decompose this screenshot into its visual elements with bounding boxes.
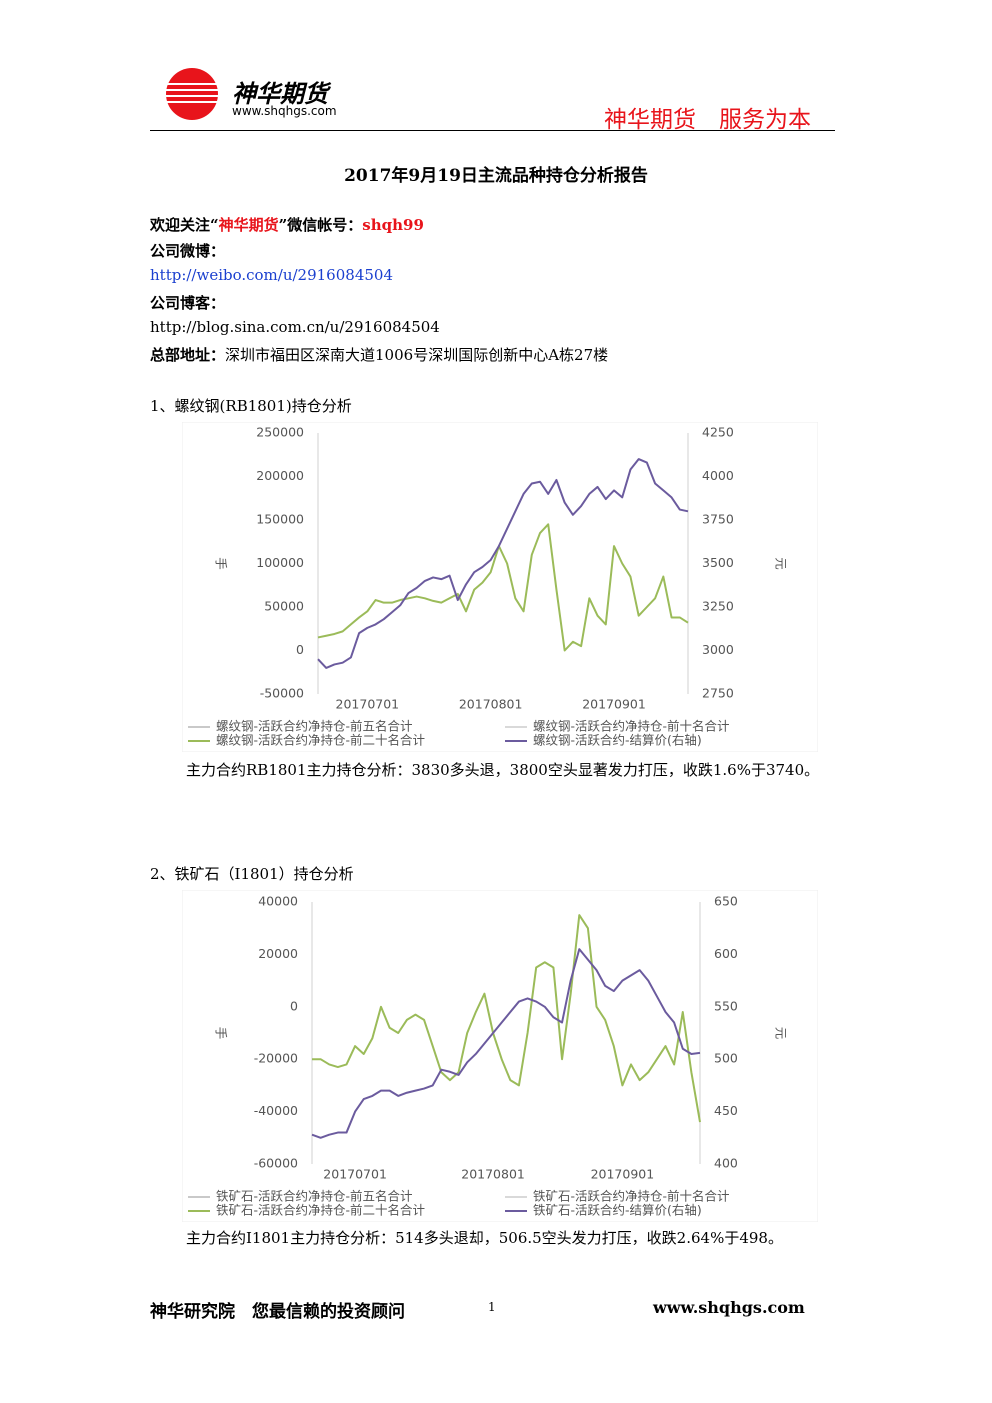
series-line: [317, 523, 689, 652]
address-line: 总部地址：深圳市福田区深南大道1006号深圳国际创新中心A栋27楼: [150, 344, 608, 365]
legend-label: 铁矿石-活跃合约净持仓-前十名合计: [533, 1189, 730, 1204]
page-number: 1: [488, 1300, 496, 1314]
logo: [164, 68, 220, 120]
series-line: [312, 914, 701, 1123]
y-tick-label: -60000: [254, 1156, 298, 1171]
weibo-label: 公司微博：: [150, 242, 226, 260]
y2-tick-label: 3250: [702, 599, 734, 614]
chart-background: [182, 422, 818, 752]
x-tick-label: 20170901: [582, 697, 646, 712]
brand: 神华期货: [232, 80, 328, 108]
text: shqh99: [362, 216, 424, 234]
legend-label: 铁矿石-活跃合约-结算价(右轴): [533, 1203, 702, 1218]
y-tick-label: 20000: [258, 946, 298, 961]
y-tick-label: 250000: [256, 425, 304, 440]
y2-tick-label: 500: [714, 1051, 738, 1066]
y2-tick-label: 3500: [702, 555, 734, 570]
y2-tick-label: 450: [714, 1103, 738, 1118]
legend-label: 铁矿石-活跃合约净持仓-前二十名合计: [216, 1203, 425, 1218]
chart: -50000 0 50000 100000 150000 200000 250000 2750…: [182, 422, 818, 752]
text: 深圳市福田区深南大道1006号深圳国际创新中心A栋27楼: [225, 346, 609, 364]
y-axis-label: 手: [214, 557, 229, 570]
y2-tick-label: 4250: [702, 425, 734, 440]
y2-axis-label: 元: [774, 557, 789, 570]
brand-website: www.shqhgs.com: [232, 104, 337, 118]
footer-website: www.shqhgs.com: [653, 1298, 805, 1317]
x-tick-label: 20170701: [323, 1167, 387, 1182]
y-tick-label: -20000: [254, 1051, 298, 1066]
y2-axis-label: 元: [774, 1027, 789, 1040]
y-tick-label: 200000: [256, 468, 304, 483]
y-tick-label: 100000: [256, 555, 304, 570]
section-heading: 2、铁矿石（I1801）持仓分析: [150, 865, 354, 883]
text: 神华期货: [218, 216, 279, 234]
analysis: 主力合约RB1801主力持仓分析：3830多头退，3800空头显著发力打压，收跌…: [186, 761, 820, 779]
text: 欢迎关注“: [150, 216, 219, 234]
x-tick-label: 20170801: [461, 1167, 525, 1182]
series-line: [311, 948, 701, 1139]
x-tick-label: 20170701: [336, 697, 400, 712]
y-tick-label: -40000: [254, 1103, 298, 1118]
y2-tick-label: 400: [714, 1156, 738, 1171]
wechat-line: 欢迎关注“神华期货”微信帐号：shqh99: [150, 214, 424, 235]
report-title: 2017年9月19日主流品种持仓分析报告: [344, 166, 648, 186]
y-axis-label: 手: [214, 1027, 229, 1040]
legend-label: 螺纹钢-活跃合约-结算价(右轴): [533, 733, 702, 748]
y-tick-label: 0: [290, 998, 298, 1013]
y-tick-label: 40000: [258, 894, 298, 909]
slogan: 神华期货 服务为本: [604, 107, 811, 133]
y2-tick-label: 650: [714, 894, 738, 909]
weibo-link[interactable]: http://weibo.com/u/2916084504: [150, 266, 393, 284]
legend-label: 铁矿石-活跃合约净持仓-前五名合计: [216, 1189, 413, 1204]
blog-label: 公司博客：: [150, 294, 226, 312]
chart: -60000 -40000 -20000 0 20000 40000 400 450 500 55…: [182, 890, 818, 1222]
y-tick-label: 150000: [256, 512, 304, 527]
y2-tick-label: 2750: [702, 686, 734, 701]
x-tick-label: 20170801: [459, 697, 523, 712]
legend-label: 螺纹钢-活跃合约净持仓-前十名合计: [533, 719, 730, 734]
legend-label: 螺纹钢-活跃合约净持仓-前二十名合计: [216, 733, 425, 748]
section-heading: 1、螺纹钢(RB1801)持仓分析: [150, 397, 352, 415]
y-tick-label: 50000: [264, 599, 304, 614]
text: ”微信帐号：: [278, 216, 363, 234]
series-line: [317, 458, 689, 669]
y2-tick-label: 3750: [702, 512, 734, 527]
y2-tick-label: 4000: [702, 468, 734, 483]
legend-label: 螺纹钢-活跃合约净持仓-前五名合计: [216, 719, 413, 734]
analysis: 主力合约I1801主力持仓分析：514多头退却，506.5空头发力打压，收跌2.…: [186, 1229, 783, 1247]
y2-tick-label: 600: [714, 946, 738, 961]
footer-left: 神华研究院 您最信赖的投资顾问: [150, 1302, 405, 1322]
y2-tick-label: 550: [714, 998, 738, 1013]
header-rule: [150, 130, 835, 131]
y-tick-label: 0: [296, 642, 304, 657]
blog-url: http://blog.sina.com.cn/u/2916084504: [150, 318, 440, 336]
text: 总部地址：: [150, 346, 226, 364]
y2-tick-label: 3000: [702, 642, 734, 657]
x-tick-label: 20170901: [591, 1167, 655, 1182]
y-tick-label: -50000: [260, 686, 304, 701]
